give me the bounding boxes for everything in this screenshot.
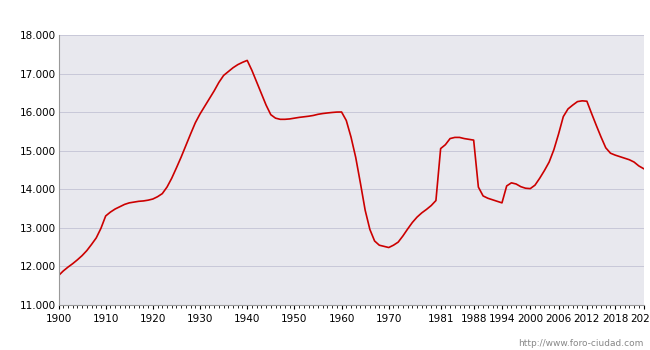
Text: Cehegín (Municipio) - Evolucion del numero de Habitantes: Cehegín (Municipio) - Evolucion del nume… <box>123 8 527 23</box>
Text: http://www.foro-ciudad.com: http://www.foro-ciudad.com <box>518 339 644 348</box>
